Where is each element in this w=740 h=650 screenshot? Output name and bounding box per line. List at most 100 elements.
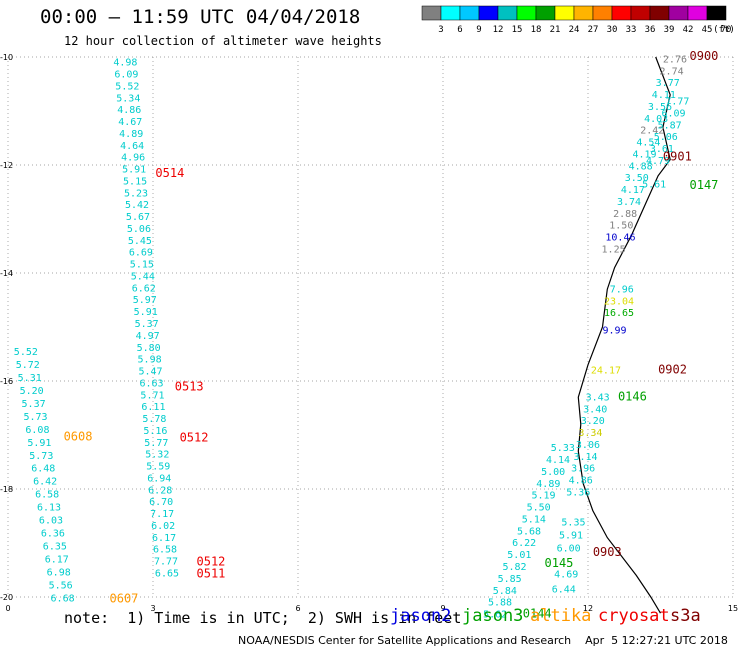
wave-height-value: 6.35	[43, 541, 67, 552]
wave-height-value: 5.47	[139, 367, 163, 378]
wave-height-value: 4.19	[632, 149, 656, 160]
colorbar-swatch	[649, 5, 670, 21]
credit-line: NOAA/NESDIS Center for Satellite Applica…	[238, 634, 728, 647]
colorbar-label: 24	[569, 25, 580, 35]
pass-time-label: 0146	[618, 389, 647, 403]
x-tick-label: 6	[295, 604, 300, 613]
generated-timestamp: Apr 5 12:27:21 UTC 2018	[585, 634, 728, 647]
wave-height-value: 5.73	[29, 451, 53, 462]
colorbar-label: 33	[626, 25, 637, 35]
colorbar-swatch	[554, 5, 575, 21]
wave-height-value: 5.37	[22, 399, 46, 410]
wave-height-value: 5.67	[126, 212, 150, 223]
wave-height-value: 5.59	[146, 462, 170, 473]
colorbar-label: 36	[645, 25, 656, 35]
colorbar-swatch	[516, 5, 537, 21]
wave-height-value: 2.74	[660, 66, 684, 77]
wave-height-value: 5.68	[517, 526, 541, 537]
wave-height-value: 5.34	[116, 93, 140, 104]
wave-height-value: 6.09	[114, 70, 138, 81]
colorbar-label: 15	[512, 25, 523, 35]
wave-height-value: 5.91	[134, 307, 158, 318]
wave-height-value: 2.42	[640, 126, 664, 137]
wave-height-value: 5.61	[642, 180, 666, 191]
wave-height-value: 6.36	[41, 529, 65, 540]
y-tick-label: -14	[0, 269, 13, 278]
wave-height-value: 23.04	[604, 296, 634, 307]
wave-height-value: 6.00	[557, 544, 581, 555]
wave-height-value: 5.85	[498, 574, 522, 585]
wave-height-value: 3.74	[617, 197, 641, 208]
wave-height-value: 4.14	[546, 455, 570, 466]
wave-height-value: 5.82	[502, 562, 526, 573]
wave-height-value: 4.86	[569, 476, 593, 487]
pass-time-label: 0903	[593, 545, 622, 559]
wave-height-value: 3.43	[586, 392, 610, 403]
colorbar-labels: 3 6 9 12 15 18 21 24 27 30 33 36 39 42 45 70(ft)	[438, 25, 735, 35]
wave-height-value: 4.79	[646, 156, 670, 167]
wave-height-value: 6.70	[149, 497, 173, 508]
wave-height-value: 5.35	[561, 518, 585, 529]
wave-height-value: 5.15	[130, 260, 154, 271]
colorbar-swatch	[592, 5, 613, 21]
wave-height-value: 4.11	[652, 90, 676, 101]
wave-height-value: 5.06	[654, 132, 678, 143]
colorbar-label: 21	[550, 25, 561, 35]
colorbar-label: (ft)	[713, 25, 735, 35]
wave-height-value: 5.37	[135, 319, 159, 330]
pass-time-label: 0145	[545, 556, 574, 570]
wave-height-value: 2.76	[663, 54, 687, 65]
wave-height-value: 1.25	[602, 244, 626, 255]
satellite-jason2: jason2	[390, 606, 452, 626]
colorbar	[421, 5, 727, 21]
colorbar-label: 12	[493, 25, 504, 35]
wave-height-value: 3.06	[576, 440, 600, 451]
wave-height-value: 5.91	[27, 438, 51, 449]
map-title: 00:00 — 11:59 UTC 04/04/2018	[40, 6, 361, 28]
colorbar-swatch	[573, 5, 594, 21]
colorbar-label: 18	[531, 25, 542, 35]
wave-height-value: 4.17	[621, 185, 645, 196]
colorbar-swatch	[630, 5, 651, 21]
wave-height-value: 5.44	[131, 271, 155, 282]
wave-height-value: 4.67	[118, 117, 142, 128]
wave-height-value: 5.31	[18, 373, 42, 384]
wave-height-value: 5.01	[507, 550, 531, 561]
wave-height-value: 7.77	[665, 97, 689, 108]
pass-time-label: 0147	[690, 178, 719, 192]
pass-time-label: 0511	[197, 567, 226, 581]
wave-height-value: 5.06	[127, 224, 151, 235]
x-tick-label: 15	[728, 604, 738, 613]
wave-height-value: 3.56	[648, 102, 672, 113]
wave-height-value: 5.91	[559, 531, 583, 542]
wave-height-value: 4.97	[136, 331, 160, 342]
wave-height-value: 4.98	[113, 58, 137, 69]
colorbar-label: 6	[457, 25, 462, 35]
colorbar-swatch	[668, 5, 689, 21]
wave-height-value: 5.42	[125, 200, 149, 211]
wave-height-value: 4.64	[120, 141, 144, 152]
wave-height-value: 4.88	[629, 161, 653, 172]
wave-height-value: 2.88	[613, 209, 637, 220]
wave-height-value: 6.58	[153, 545, 177, 556]
wave-height-value: 5.80	[137, 343, 161, 354]
wave-height-value: 16.65	[604, 308, 634, 319]
wave-height-value: 10.46	[605, 233, 635, 244]
wave-height-value: 5.23	[124, 188, 148, 199]
wave-height-value: 4.89	[536, 479, 560, 490]
wave-height-value: 5.72	[16, 360, 40, 371]
wave-height-value: 5.15	[123, 176, 147, 187]
pass-time-label: 0144	[523, 607, 552, 621]
wave-readings: 4.986.095.525.344.864.674.894.644.965.91…	[14, 49, 719, 620]
wave-height-value: 7.77	[154, 557, 178, 568]
units-note: note: 1) Time is in UTC; 2) SWH is in fe…	[64, 609, 462, 627]
wave-height-value: 5.62	[483, 610, 507, 621]
wave-height-value: 6.09	[661, 108, 685, 119]
x-tick-label: 0	[5, 604, 10, 613]
wave-height-value: 3.77	[656, 78, 680, 89]
wave-height-value: 5.33	[551, 443, 575, 454]
wave-height-value: 5.91	[122, 165, 146, 176]
pass-time-label: 0608	[64, 429, 93, 443]
wave-height-value: 5.56	[49, 580, 73, 591]
colorbar-swatch	[440, 5, 461, 21]
